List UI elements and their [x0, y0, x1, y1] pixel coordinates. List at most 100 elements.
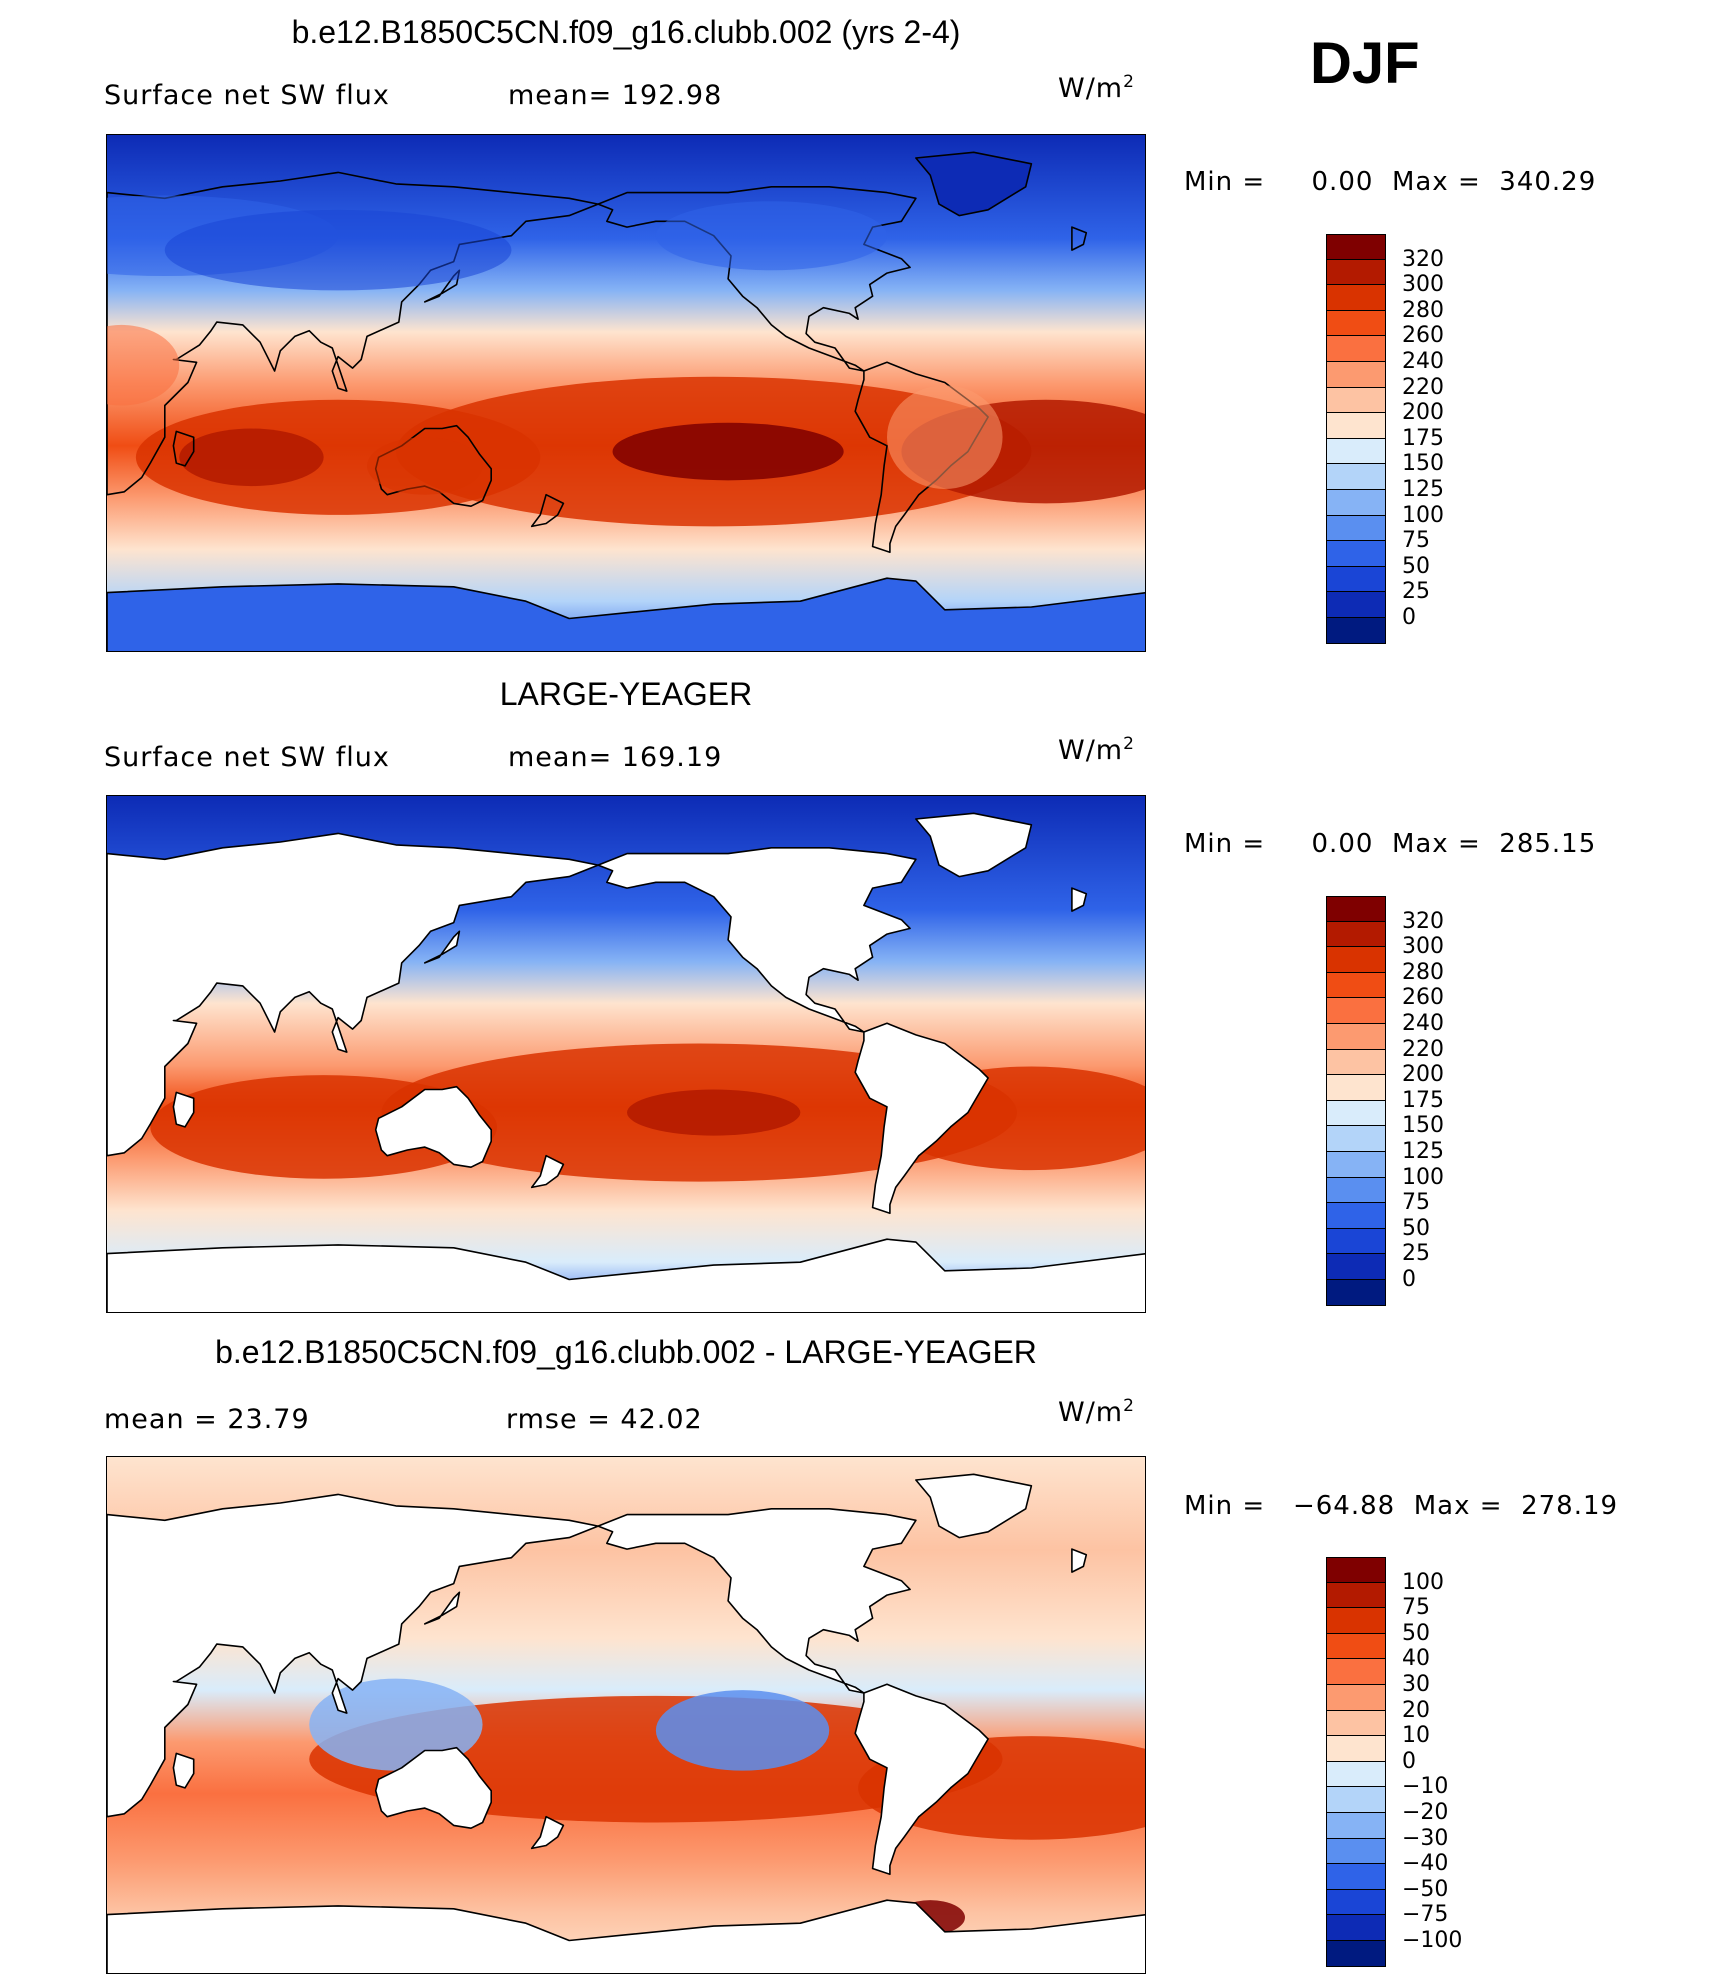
panel-mean-label: mean= 192.98 — [508, 80, 723, 111]
coastline-antarctica — [107, 1238, 1145, 1312]
panel-title: b.e12.B1850C5CN.f09_g16.clubb.002 - LARG… — [215, 1334, 1037, 1370]
colorbar-tick-label: 100 — [1402, 502, 1444, 528]
colorbar-tick-label: 25 — [1402, 1241, 1430, 1267]
coastline-antarctica — [107, 1899, 1145, 1973]
coastline-japan — [423, 1591, 461, 1625]
coastline-africa-europe-asia — [107, 1493, 599, 1818]
coastline-antarctica — [107, 577, 1145, 651]
colorbar-swatch — [1326, 947, 1386, 973]
colorbar-swatch — [1326, 310, 1386, 337]
colorbar-swatch — [1326, 1864, 1386, 1890]
colorbar-swatch — [1326, 362, 1386, 388]
colorbar-swatch — [1326, 998, 1386, 1024]
min-max-readout: Min = −64.88 Max = 278.19 — [1184, 1491, 1618, 1521]
colorbar-tick-label: 40 — [1402, 1646, 1430, 1672]
land-flux-region — [655, 201, 887, 271]
colorbar-tick-label: 30 — [1402, 1672, 1430, 1697]
min-label: Min = — [1184, 1491, 1266, 1521]
colorbar-swatch — [1326, 1608, 1386, 1634]
colorbar-tick-label: 0 — [1402, 1748, 1416, 1774]
flux-maximum-region — [309, 1678, 483, 1771]
colorbar-swatch — [1326, 464, 1386, 490]
colorbar-tick-label: −30 — [1402, 1825, 1449, 1851]
colorbar-swatch — [1326, 1915, 1386, 1941]
colorbar-swatch — [1326, 1813, 1386, 1839]
colorbar-tick-label: −20 — [1402, 1800, 1449, 1825]
colorbar-tick-label: 220 — [1402, 374, 1444, 400]
land-flux-region — [367, 437, 483, 495]
min-label: Min = — [1184, 829, 1266, 859]
colorbar-tick-label: 280 — [1402, 297, 1444, 323]
max-value: 340.29 — [1499, 167, 1597, 197]
panel-title: b.e12.B1850C5CN.f09_g16.clubb.002 (yrs 2… — [291, 14, 961, 50]
coastline-uk — [1071, 887, 1088, 912]
colorbar-swatch — [1326, 1152, 1386, 1178]
panel-mean-label: mean= 169.19 — [508, 742, 723, 773]
colorbar-tick-label: 240 — [1402, 1011, 1444, 1036]
flux-maximum-region — [612, 422, 844, 481]
max-label: Max = — [1391, 829, 1481, 859]
colorbar-swatch — [1326, 1889, 1386, 1916]
map-panel-observations — [106, 795, 1146, 1313]
colorbar-tick-label: 260 — [1402, 323, 1444, 349]
colorbar-tick-label: 240 — [1402, 349, 1444, 374]
colorbar-tick-label: 0 — [1402, 605, 1416, 630]
colorbar-tick-label: 320 — [1402, 908, 1444, 934]
colorbar-tick-label: −50 — [1402, 1876, 1449, 1902]
panel-units: W/m2 — [1058, 72, 1135, 104]
max-value: 285.15 — [1499, 829, 1597, 859]
colorbar-swatch — [1326, 1177, 1386, 1204]
colorbar-swatch — [1326, 896, 1386, 922]
colorbar-tick-label: 10 — [1402, 1723, 1430, 1749]
colorbar-frame — [1326, 896, 1386, 1306]
units-base: W/m — [1058, 1397, 1124, 1428]
colorbar-tick-label: −100 — [1402, 1928, 1463, 1953]
colorbar-tick-label: 260 — [1402, 985, 1444, 1011]
colorbar-tick-label: 100 — [1402, 1569, 1444, 1595]
coastline-new-zealand — [530, 493, 565, 528]
units-exponent: 2 — [1123, 1396, 1135, 1416]
coastline-madagascar — [172, 1091, 195, 1128]
colorbar-swatch — [1326, 1100, 1386, 1127]
coastline-madagascar — [172, 1752, 195, 1789]
panel-mean-label: mean = 23.79 — [104, 1404, 310, 1435]
colorbar-swatch — [1326, 515, 1386, 542]
colorbar-tick-label: 0 — [1402, 1267, 1416, 1292]
panel-units: W/m2 — [1058, 734, 1135, 766]
coastline-uk — [1071, 1548, 1088, 1573]
coastline-north-america — [597, 1507, 917, 1694]
units-exponent: 2 — [1123, 72, 1135, 92]
panel-left-label: Surface net SW flux — [104, 80, 390, 111]
colorbar-tick-label: 150 — [1402, 451, 1444, 477]
colorbar-tick-label: 200 — [1402, 400, 1444, 426]
map-panel-difference — [106, 1456, 1146, 1974]
coastline-japan — [423, 930, 461, 964]
colorbar-tick-label: 20 — [1402, 1697, 1430, 1723]
min-max-readout: Min = 0.00 Max = 340.29 — [1184, 167, 1596, 197]
colorbar-tick-label: 75 — [1402, 1595, 1430, 1621]
colorbar-tick-label: 50 — [1402, 1215, 1430, 1241]
min-max-readout: Min = 0.00 Max = 285.15 — [1184, 829, 1596, 859]
colorbar-swatch — [1326, 1659, 1386, 1685]
colorbar-swatch — [1326, 972, 1386, 999]
coastline-australia — [374, 1085, 493, 1169]
colorbar-swatch — [1326, 1228, 1386, 1255]
colorbar-swatch — [1326, 1761, 1386, 1788]
colorbar-swatch — [1326, 438, 1386, 465]
colorbar-tick-label: 220 — [1402, 1036, 1444, 1062]
units-base: W/m — [1058, 73, 1124, 104]
colorbar-swatch — [1326, 234, 1386, 260]
season-label: DJF — [1310, 31, 1420, 96]
units-exponent: 2 — [1123, 734, 1135, 754]
coastline-new-zealand — [530, 1815, 565, 1850]
colorbar-tick-label: 175 — [1402, 1087, 1444, 1113]
coastline-south-america — [854, 1683, 989, 1876]
colorbar-swatch — [1326, 1582, 1386, 1609]
colorbar-swatch — [1326, 285, 1386, 311]
colorbar-swatch — [1326, 387, 1386, 414]
land-flux-region — [164, 209, 512, 291]
land-flux-region — [107, 324, 180, 406]
coastline-africa-europe-asia — [107, 171, 599, 496]
min-value: 0.00 — [1311, 167, 1374, 197]
coastline-south-america — [854, 1022, 989, 1215]
